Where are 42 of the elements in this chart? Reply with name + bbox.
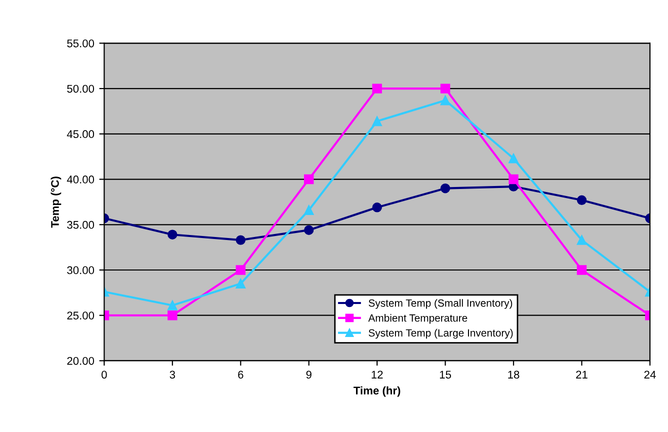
point xyxy=(440,84,450,94)
point xyxy=(508,154,518,164)
point xyxy=(440,95,450,106)
y-tick-label: 35.00 xyxy=(67,220,94,229)
y-tick-label: 30.00 xyxy=(67,266,94,274)
x-tick-label: 15 xyxy=(440,370,452,379)
point xyxy=(236,235,246,245)
point xyxy=(304,225,314,235)
y-axis-title: Temp (°C) xyxy=(50,176,62,228)
point xyxy=(304,205,314,215)
x-tick-label: 18 xyxy=(508,370,520,379)
point xyxy=(372,116,382,126)
y-tick-label: 50.00 xyxy=(67,84,94,93)
legend-label: System Temp (Large Inventory) xyxy=(368,328,513,339)
x-tick-label: 9 xyxy=(306,370,312,379)
legend-label: System Temp (Small Inventory) xyxy=(368,299,512,309)
legend-label: Ambient Temperature xyxy=(368,314,468,324)
point xyxy=(168,310,178,320)
x-tick-label: 6 xyxy=(238,370,244,379)
y-tick-label: 45.00 xyxy=(66,130,94,138)
x-tick-label: 12 xyxy=(372,370,383,378)
y-tick-label: 55.00 xyxy=(67,39,94,48)
point xyxy=(168,300,178,310)
point xyxy=(168,230,178,240)
point xyxy=(372,84,382,94)
x-tick-label: 24 xyxy=(644,370,656,378)
y-tick-label: 40.00 xyxy=(66,176,94,184)
x-tick-label: 0 xyxy=(102,370,107,379)
y-tick-label: 25.00 xyxy=(67,312,94,320)
x-tick-label: 21 xyxy=(576,370,588,378)
point xyxy=(576,235,587,245)
point xyxy=(372,202,382,212)
point xyxy=(576,265,587,275)
point xyxy=(236,265,246,275)
point xyxy=(236,278,246,288)
point xyxy=(440,183,450,194)
y-tick-label: 20.00 xyxy=(67,356,94,365)
x-axis-title: Time (hr) xyxy=(354,386,400,397)
point xyxy=(576,195,587,206)
point xyxy=(508,174,518,184)
x-tick-label: 3 xyxy=(170,370,176,379)
point xyxy=(304,174,314,184)
